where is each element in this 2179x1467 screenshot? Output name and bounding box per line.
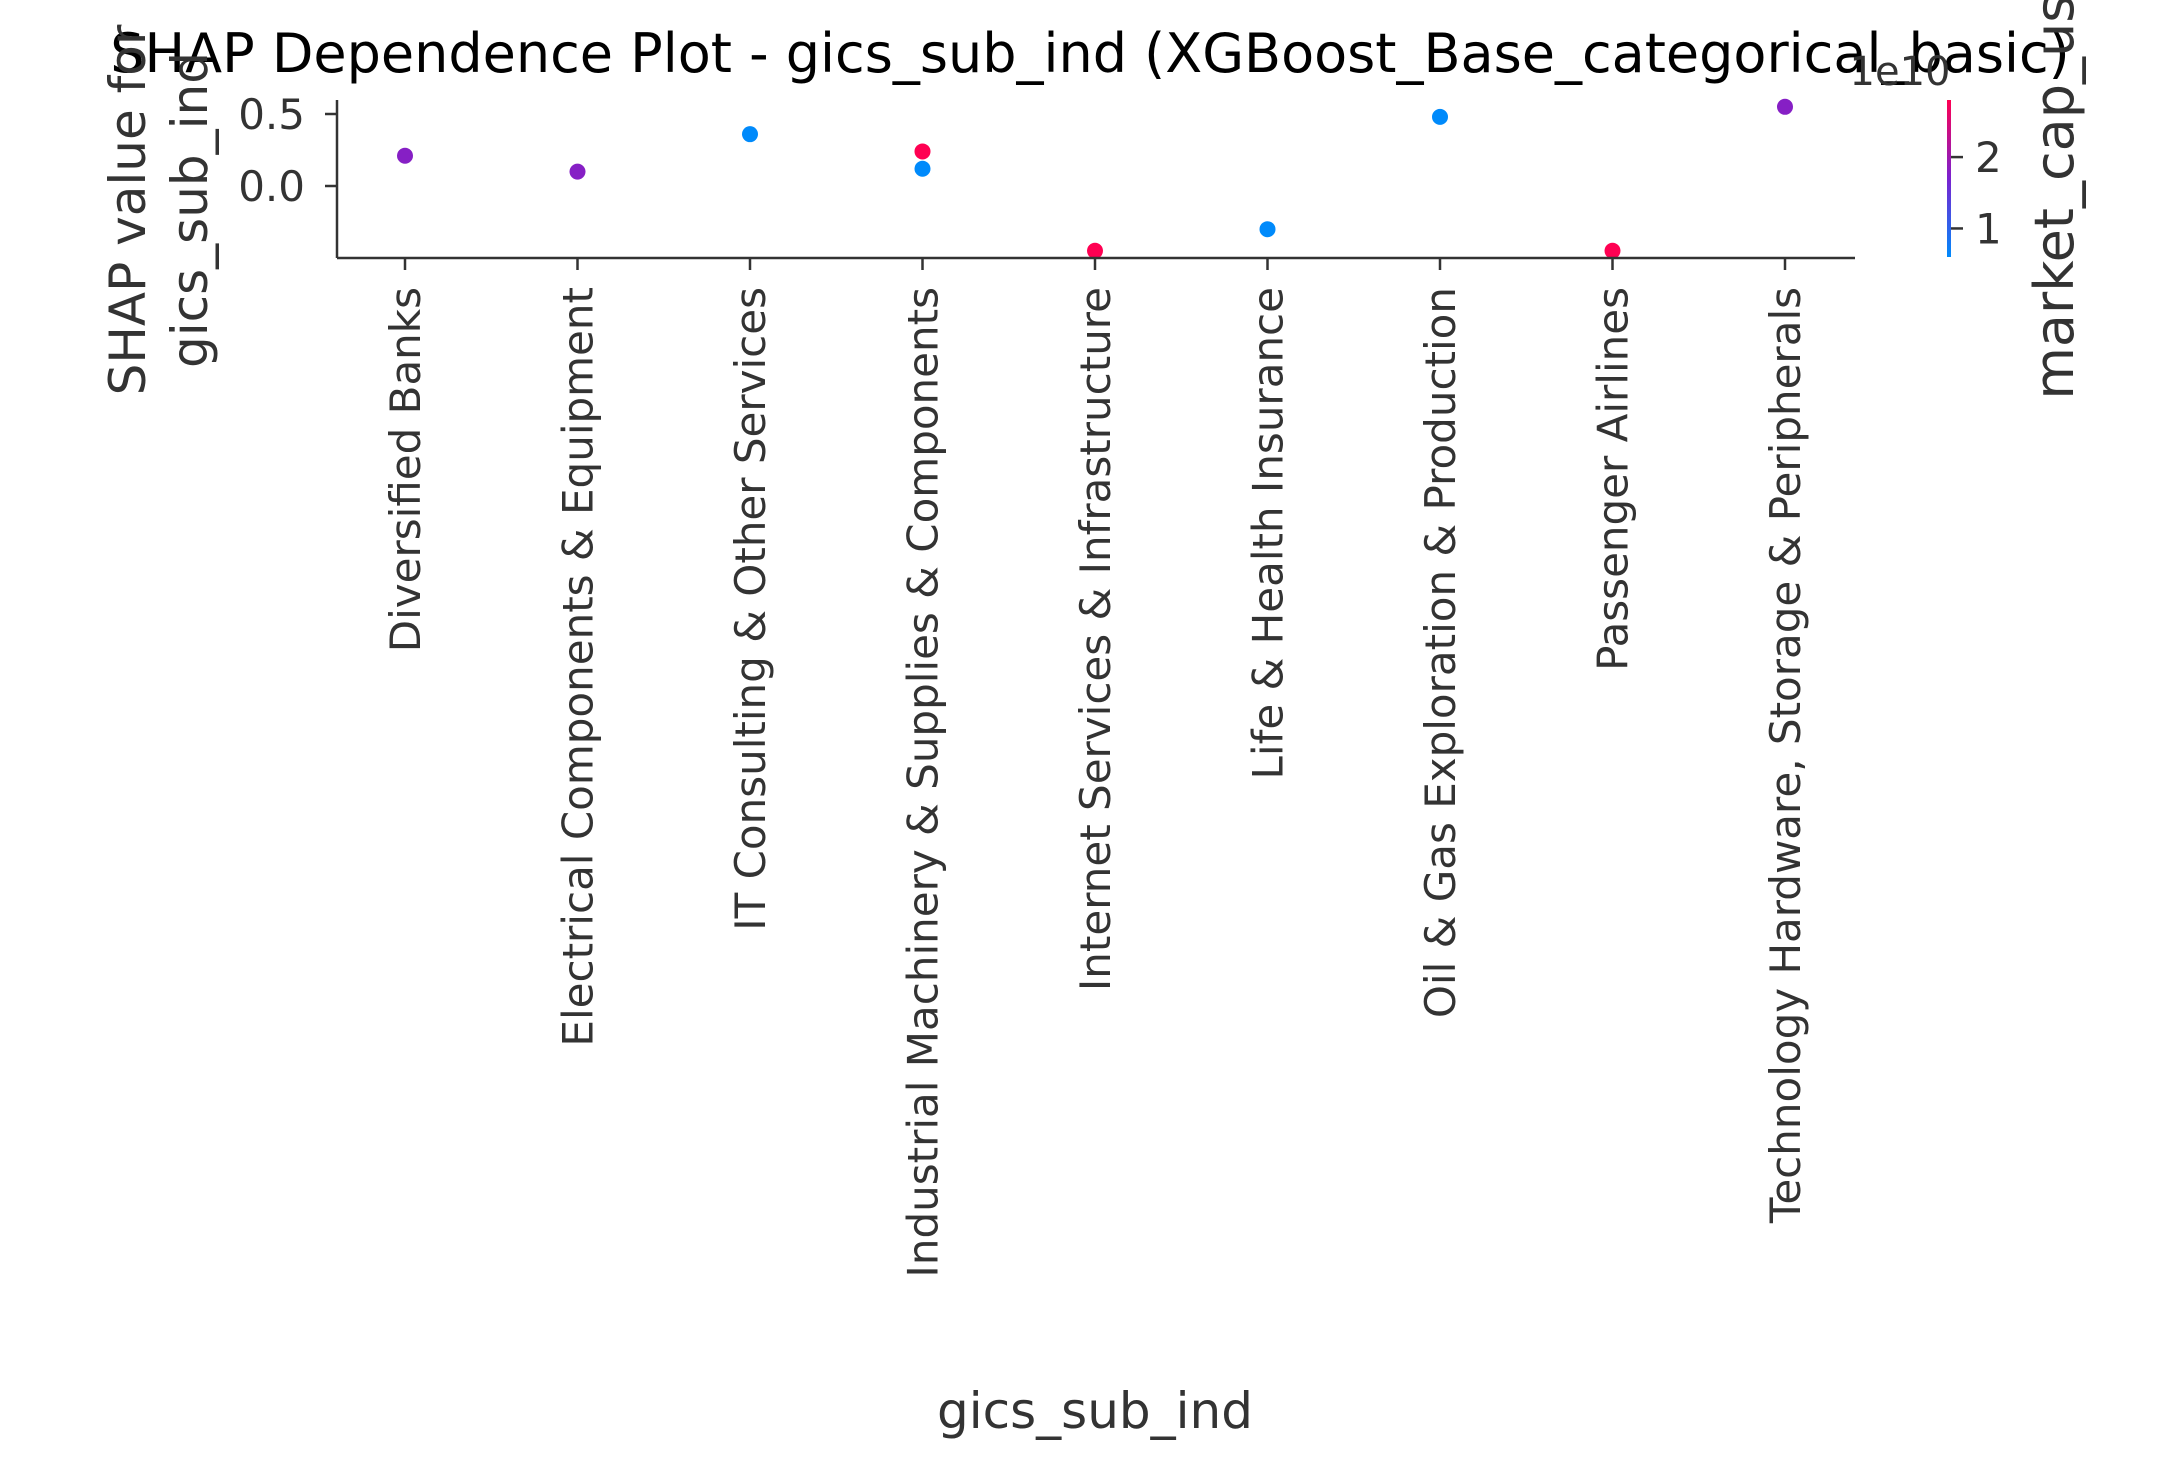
x-tick-label: Industrial Machinery & Supplies & Compon… [899,287,948,1278]
x-tick-label: Electrical Components & Equipment [554,287,603,1047]
x-tick-label: Oil & Gas Exploration & Production [1416,287,1465,1018]
scatter-point [914,160,931,177]
scatter-point [1432,108,1448,125]
scatter-point [1777,98,1793,115]
colorbar-offset-text: 1e10 [1850,49,1951,95]
colorbar [1947,100,1951,257]
y-tick-label: 0.5 [238,90,305,139]
x-tick-label: Passenger Airlines [1589,287,1638,671]
scatter-point [397,147,413,164]
scatter-point [1259,221,1276,238]
x-ticks: Diversified Banks Electrical Components &… [381,258,1810,1278]
colorbar-ticks: 21 [1951,133,2002,253]
y-tick-label: 0.0 [238,162,305,211]
scatter-point [569,163,586,180]
scatter-point [1087,242,1103,259]
y-axis-label-line1: SHAP value for [99,24,157,395]
y-ticks: 0.50.0 [238,90,337,211]
x-tick-label: Life & Health Insurance [1244,287,1293,779]
chart-title: SHAP Dependence Plot - gics_sub_ind (XGB… [110,22,2069,85]
scatter-points [397,98,1793,259]
x-tick-label: Diversified Banks [381,287,430,652]
scatter-point [1604,242,1621,259]
x-tick-label: IT Consulting & Other Services [726,287,775,931]
colorbar-tick-label: 2 [1975,133,2002,182]
scatter-point [914,143,931,160]
x-tick-label: Internet Services & Infrastructure [1071,287,1120,991]
x-tick-label: Technology Hardware, Storage & Periphera… [1761,287,1810,1224]
x-axis-label: gics_sub_ind [937,1382,1253,1440]
y-axis-label-line2: gics_sub_ind [161,52,219,368]
colorbar-label: market_cap_usd [2023,0,2086,400]
scatter-point [742,126,758,143]
colorbar-tick-label: 1 [1975,204,2002,253]
